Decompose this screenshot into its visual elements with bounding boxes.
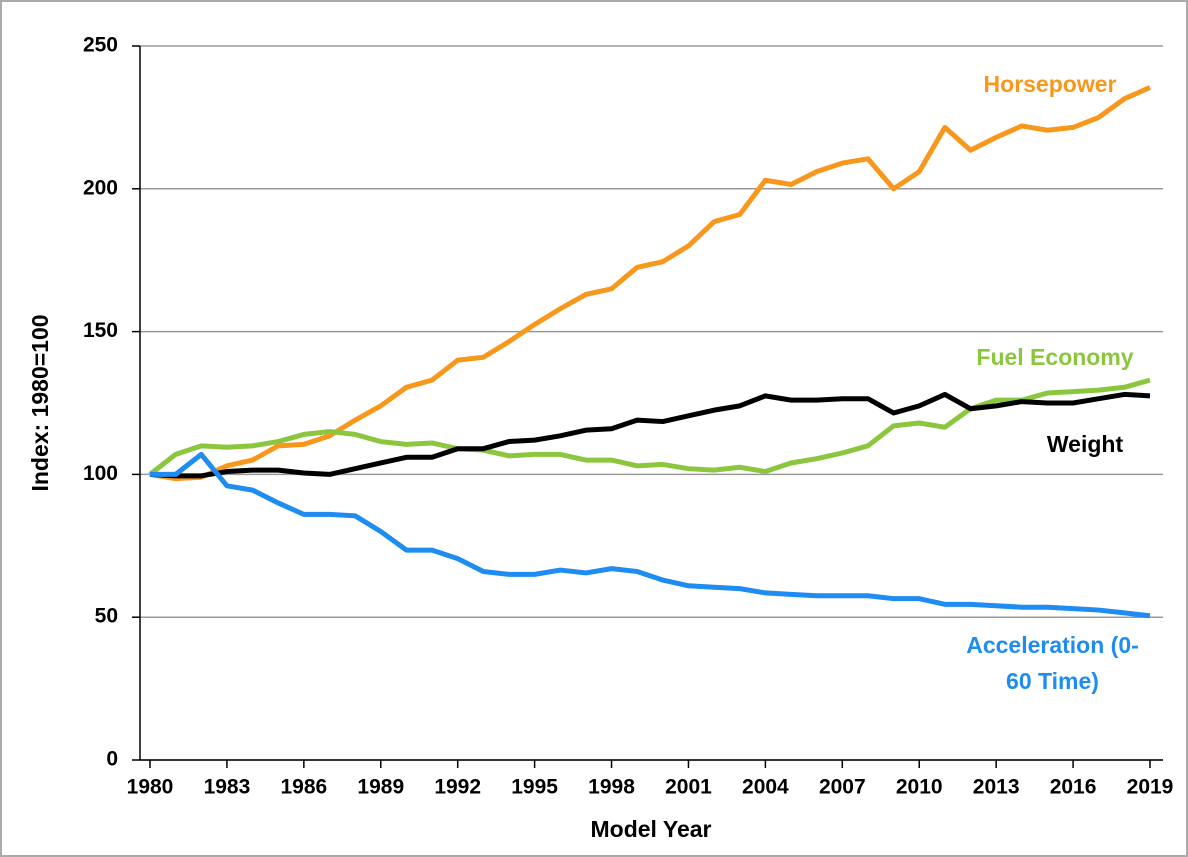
x-tick-label: 1989 <box>357 776 404 799</box>
y-tick-label: 100 <box>83 462 118 485</box>
series-line <box>149 85 1152 482</box>
y-axis-title: Index: 1980=100 <box>27 314 53 491</box>
series-line <box>150 451 1151 619</box>
y-tick-label: 250 <box>83 34 118 57</box>
x-tick-label: 2007 <box>819 776 866 799</box>
series-label: Weight <box>1046 431 1124 457</box>
x-tick-label: 1995 <box>511 776 558 799</box>
x-tick-label: 2010 <box>896 776 943 799</box>
series-label: Horsepower <box>983 71 1117 97</box>
series-label: Fuel Economy <box>976 344 1134 370</box>
y-tick-label: 150 <box>83 319 118 342</box>
x-tick-label: 1986 <box>280 776 327 799</box>
x-tick-label: 2016 <box>1050 776 1097 799</box>
y-tick-label: 200 <box>83 176 118 199</box>
x-tick-label: 2004 <box>742 776 789 799</box>
x-tick-label: 2019 <box>1127 776 1174 799</box>
series-line <box>148 377 1151 477</box>
series-line <box>149 391 1151 479</box>
x-tick-label: 2001 <box>665 776 712 799</box>
series-label: Acceleration (0-60 Time) <box>966 632 1139 694</box>
x-axis-title: Model Year <box>590 816 711 842</box>
x-tick-label: 2013 <box>973 776 1020 799</box>
y-tick-label: 50 <box>95 605 118 628</box>
x-tick-label: 1983 <box>204 776 251 799</box>
y-tick-label: 0 <box>106 748 118 771</box>
x-tick-label: 1992 <box>434 776 481 799</box>
x-tick-label: 1998 <box>588 776 635 799</box>
x-tick-label: 1980 <box>127 776 174 799</box>
